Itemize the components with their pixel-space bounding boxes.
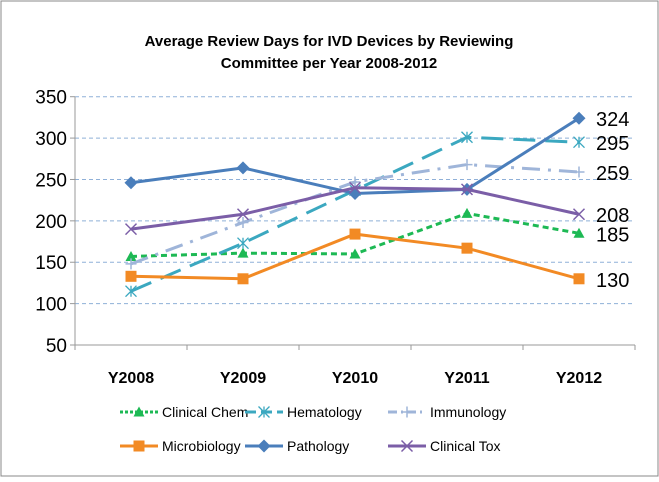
diamond-marker	[257, 439, 271, 453]
data-label: 259	[596, 163, 629, 185]
legend-label: Clinical Tox	[430, 438, 501, 454]
x-tick-label: Y2010	[332, 370, 378, 387]
data-label: 130	[596, 270, 629, 292]
legend-item: Clinical Chem	[120, 404, 248, 420]
diamond-marker	[124, 176, 138, 190]
y-tick-label: 150	[35, 253, 67, 274]
chart-title-line-2: Committee per Year 2008-2012	[221, 55, 438, 72]
triangle-marker	[133, 406, 145, 417]
triangle-marker	[349, 248, 361, 259]
plus-marker	[237, 217, 249, 229]
x-tick-label: Y2009	[220, 370, 266, 387]
plus-marker	[461, 159, 473, 171]
legend-item: Microbiology	[120, 438, 241, 454]
plus-marker	[125, 258, 137, 270]
square-marker	[133, 440, 145, 452]
data-label: 295	[596, 133, 629, 155]
y-tick-label: 50	[46, 336, 67, 357]
y-tick-label: 100	[35, 295, 67, 316]
data-label: 185	[596, 224, 629, 246]
x-tick-label: Y2012	[556, 370, 602, 387]
square-marker	[349, 228, 361, 240]
series-microbiology: 130	[125, 228, 629, 292]
y-tick-label: 200	[35, 212, 67, 233]
x-tick-label: Y2008	[108, 370, 154, 387]
star-marker	[258, 406, 270, 418]
legend-label: Hematology	[287, 404, 362, 420]
square-marker	[237, 273, 249, 285]
triangle-marker	[573, 227, 585, 238]
star-marker	[237, 237, 249, 250]
legend-item: Pathology	[245, 438, 349, 454]
x-marker	[460, 183, 474, 196]
y-tick-label: 350	[35, 88, 67, 109]
star-marker	[125, 285, 137, 298]
data-label: 208	[596, 205, 629, 227]
x-marker	[400, 439, 414, 453]
series-immunology: 259	[125, 159, 629, 270]
square-marker	[125, 270, 137, 282]
legend-label: Pathology	[287, 438, 349, 454]
legend-label: Immunology	[430, 404, 506, 420]
x-tick-label: Y2011	[444, 370, 489, 387]
x-marker	[348, 181, 362, 194]
series-clinical-chem: 185	[125, 207, 629, 261]
x-marker	[572, 208, 586, 221]
series-clinical-tox: 208	[124, 181, 629, 236]
x-marker	[124, 223, 138, 236]
triangle-marker	[125, 250, 137, 261]
square-marker	[461, 242, 473, 254]
star-marker	[461, 131, 473, 144]
chart-title-line-1: Average Review Days for IVD Devices by R…	[145, 33, 514, 50]
legend-label: Microbiology	[162, 438, 241, 454]
diamond-marker	[236, 161, 250, 175]
star-marker	[573, 136, 585, 149]
plus-marker	[573, 166, 585, 178]
data-label: 324	[596, 109, 629, 131]
square-marker	[573, 273, 585, 285]
y-tick-label: 300	[35, 129, 67, 150]
legend-item: Hematology	[245, 404, 362, 420]
diamond-marker	[572, 111, 586, 125]
plus-marker	[349, 176, 361, 188]
plus-marker	[401, 406, 413, 418]
legend-label: Clinical Chem	[162, 404, 248, 420]
legend-item: Immunology	[388, 404, 506, 420]
legend-item: Clinical Tox	[388, 438, 501, 454]
triangle-marker	[237, 247, 249, 258]
x-marker	[236, 208, 250, 221]
triangle-marker	[461, 207, 473, 218]
y-tick-label: 250	[35, 170, 67, 191]
